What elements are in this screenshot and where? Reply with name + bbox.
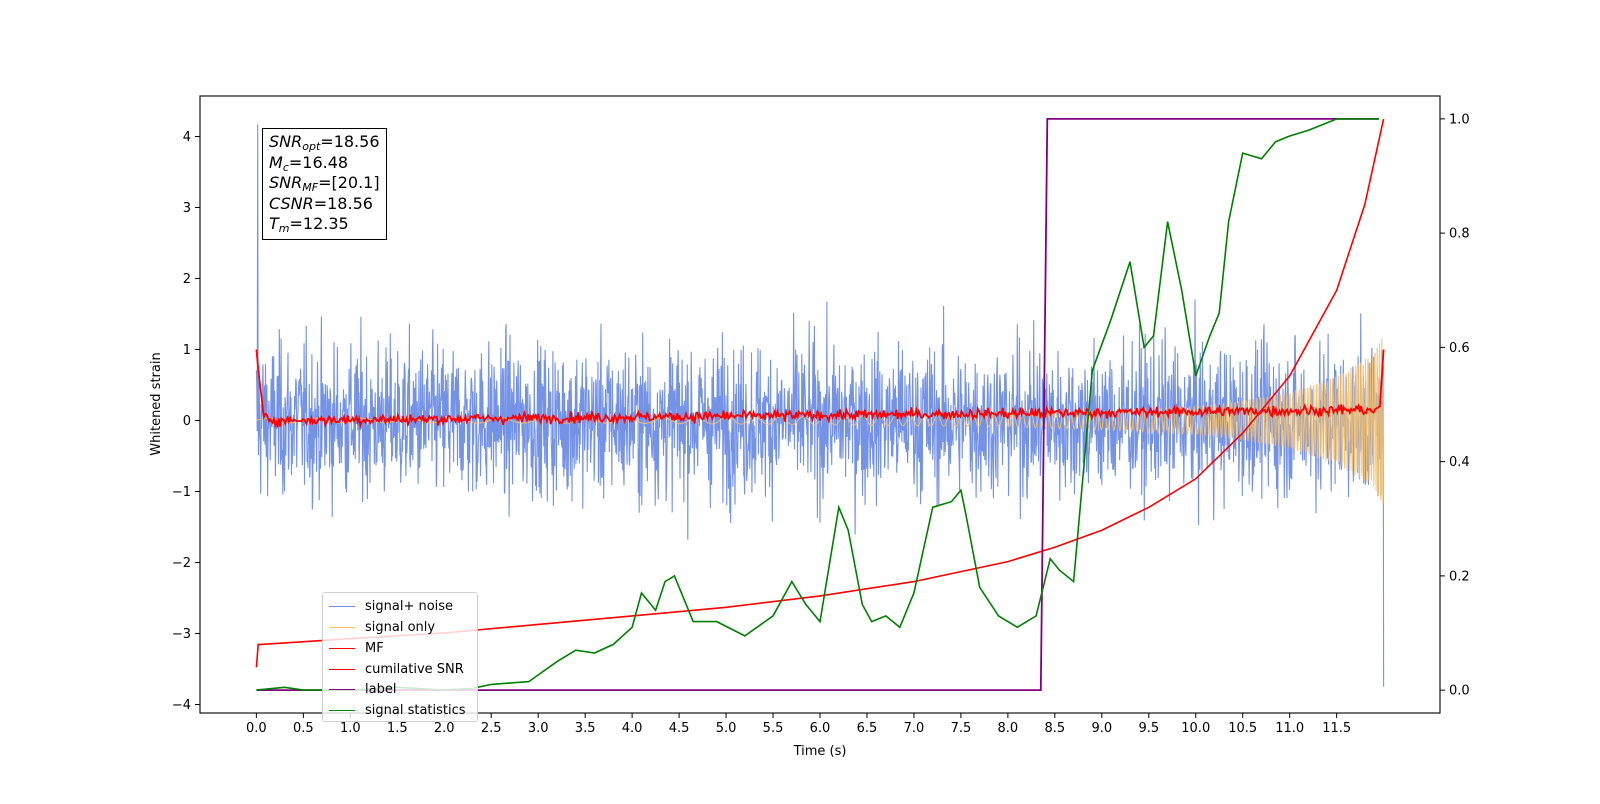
legend-item-signal-statistics: signal statistics xyxy=(329,700,466,720)
y-tick-label: −3 xyxy=(172,627,191,642)
mc-line: Mc=16.48 xyxy=(269,153,380,174)
legend-label-mf: MF xyxy=(365,640,384,656)
x-tick-label: 11.5 xyxy=(1322,721,1351,736)
x-tick-label: 2.5 xyxy=(481,721,502,736)
y-tick-label: 1 xyxy=(183,343,191,358)
snr-mf-value: =[20.1] xyxy=(318,173,380,192)
snr-mf-line: SNRMF=[20.1] xyxy=(269,173,380,194)
legend-item-mf: MF xyxy=(329,638,384,658)
snr-mf-subscript: MF xyxy=(302,181,319,194)
csnr-value: =18.56 xyxy=(313,193,373,213)
x-tick-label: 1.5 xyxy=(387,721,408,736)
x-tick-label: 9.0 xyxy=(1091,721,1112,736)
x-tick-label: 9.5 xyxy=(1138,721,1159,736)
legend-swatch-label xyxy=(329,688,355,690)
legend-item-signal-only: signal only xyxy=(329,617,435,637)
legend-label-label: label xyxy=(365,681,397,697)
series-mf xyxy=(255,349,1385,430)
tm-line: Tm=12.35 xyxy=(269,214,380,235)
legend-item-label: label xyxy=(329,679,396,699)
tm-symbol: T xyxy=(269,214,279,233)
y-right-tick-label: 0.0 xyxy=(1449,684,1470,699)
x-tick-label: 1.0 xyxy=(340,721,361,736)
x-tick-label: 11.0 xyxy=(1275,721,1304,736)
y-tick-label: −2 xyxy=(172,556,191,571)
tm-value: =12.35 xyxy=(289,214,349,233)
x-tick-label: 7.0 xyxy=(904,721,925,736)
axes-layer: 0.0 0.5 1.0 1.5 2.0 2.5 3.0 3.5 4.0 4.5 5.0 5.5 6.0 6… xyxy=(172,112,1470,736)
y-tick-label: −4 xyxy=(172,698,191,713)
legend-swatch-signal-only xyxy=(329,626,355,628)
y-right-tick-label: 0.4 xyxy=(1449,455,1470,470)
x-tick-label: 10.0 xyxy=(1181,721,1210,736)
x-tick-label: 4.5 xyxy=(669,721,690,736)
legend-label-cumulative-snr: cumilative SNR xyxy=(365,661,464,677)
tm-subscript: m xyxy=(278,222,290,235)
x-tick-label: 2.0 xyxy=(434,721,455,736)
x-tick-label: 4.0 xyxy=(622,721,643,736)
x-tick-label: 7.5 xyxy=(951,721,972,736)
legend-swatch-cumulative-snr xyxy=(329,668,355,670)
snr-opt-value: =18.56 xyxy=(320,132,380,151)
x-tick-label: 6.5 xyxy=(857,721,878,736)
x-axis-label: Time (s) xyxy=(793,744,847,759)
snr-opt-line: SNRopt=18.56 xyxy=(269,132,380,153)
y-tick-label: 2 xyxy=(183,272,191,287)
y-axis-label: Whitened strain xyxy=(149,352,164,455)
x-tick-label: 5.0 xyxy=(716,721,737,736)
x-tick-label: 10.5 xyxy=(1228,721,1257,736)
legend-label-signal-noise: signal+ noise xyxy=(365,598,454,614)
y-tick-label: 3 xyxy=(183,201,191,216)
series-signal-statistics xyxy=(256,118,1379,691)
csnr-line: CSNR=18.56 xyxy=(269,194,380,215)
mc-value: =16.48 xyxy=(288,152,349,172)
legend-swatch-signal-noise xyxy=(329,605,355,607)
legend-label-signal-statistics: signal statistics xyxy=(365,702,466,718)
x-tick-label: 8.0 xyxy=(998,721,1019,736)
legend-item-signal-noise: signal+ noise xyxy=(329,596,453,616)
mc-subscript: c xyxy=(282,160,289,174)
series-label xyxy=(256,118,1379,691)
chart-legend: signal+ noise signal only MF cumilative … xyxy=(322,592,478,722)
x-tick-label: 8.5 xyxy=(1045,721,1066,736)
legend-item-cumulative-snr: cumilative SNR xyxy=(329,659,464,679)
x-tick-label: 6.0 xyxy=(810,721,831,736)
legend-label-signal-only: signal only xyxy=(365,619,436,635)
x-tick-label: 3.5 xyxy=(575,721,596,736)
y-tick-label: −1 xyxy=(172,485,191,500)
snr-mf-symbol: SNR xyxy=(269,173,303,192)
legend-swatch-signal-statistics xyxy=(329,709,355,711)
legend-swatch-mf xyxy=(329,647,355,649)
series-signal-noise xyxy=(255,124,1385,687)
mc-symbol: M xyxy=(269,152,283,172)
info-annotation-box: SNRopt=18.56 Mc=16.48 SNRMF=[20.1] CSNR=… xyxy=(262,128,387,240)
y-tick-label: 4 xyxy=(183,130,191,145)
csnr-symbol: CSNR xyxy=(269,193,314,213)
y-right-tick-label: 0.2 xyxy=(1449,569,1470,584)
x-tick-label: 3.0 xyxy=(528,721,549,736)
x-tick-label: 0.0 xyxy=(246,721,267,736)
x-tick-label: 5.5 xyxy=(763,721,784,736)
snr-opt-symbol: SNR xyxy=(269,132,303,151)
y-right-tick-label: 1.0 xyxy=(1449,112,1470,127)
snr-opt-subscript: opt xyxy=(302,140,321,153)
y-right-tick-label: 0.6 xyxy=(1449,341,1470,356)
x-tick-label: 0.5 xyxy=(293,721,314,736)
y-tick-label: 0 xyxy=(183,414,191,429)
y-right-tick-label: 0.8 xyxy=(1449,227,1470,242)
